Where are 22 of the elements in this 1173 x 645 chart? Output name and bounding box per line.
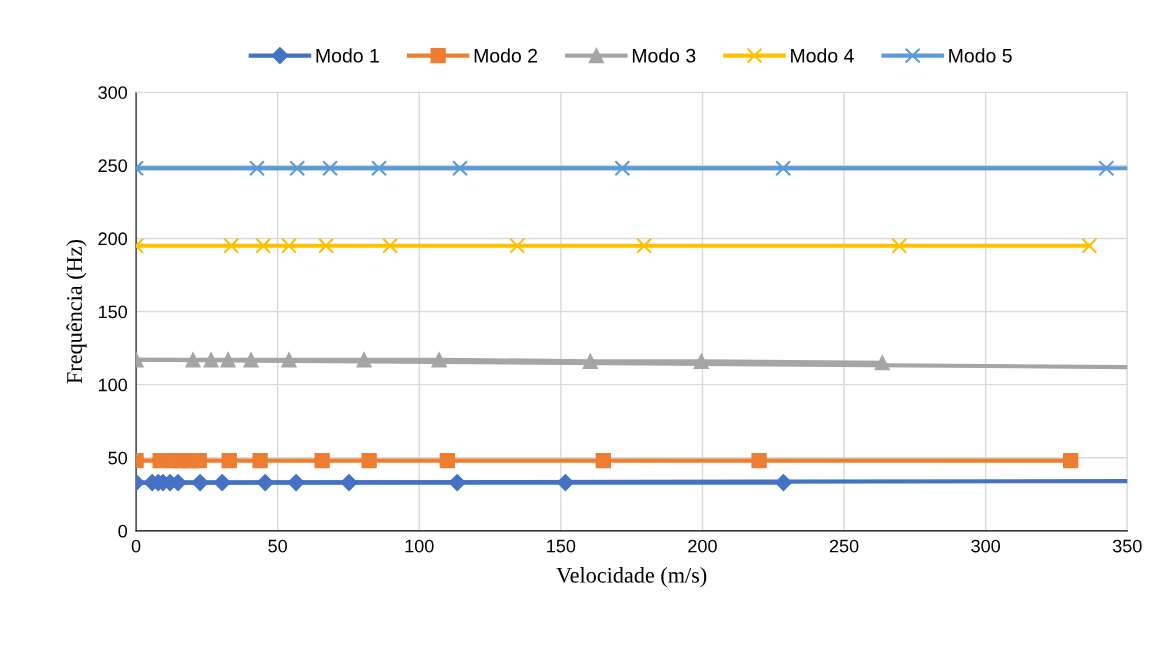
legend-label: Modo 1 bbox=[316, 48, 379, 63]
y-tick-label: 0 bbox=[118, 524, 128, 538]
y-tick-label: 150 bbox=[98, 305, 128, 319]
x-tick-label: 300 bbox=[971, 539, 1001, 553]
y-tick-label: 50 bbox=[108, 451, 128, 465]
x-tick-label: 250 bbox=[829, 539, 859, 553]
legend-label: Modo 2 bbox=[474, 48, 538, 63]
x-axis-title: Velocidade (m/s) bbox=[556, 567, 707, 588]
y-tick-label: 200 bbox=[98, 232, 128, 246]
x-tick-label: 150 bbox=[547, 539, 576, 553]
x-tick-label: 100 bbox=[405, 539, 434, 553]
x-tick-label: 0 bbox=[131, 539, 141, 553]
legend-label: Modo 3 bbox=[632, 48, 696, 63]
y-tick-label: 300 bbox=[98, 86, 128, 99]
legend-label: Modo 5 bbox=[949, 48, 1012, 63]
x-tick-label: 200 bbox=[688, 539, 717, 553]
y-axis-title: Frequência (Hz) bbox=[66, 240, 87, 384]
x-tick-label: 350 bbox=[1112, 539, 1142, 553]
y-tick-label: 250 bbox=[98, 159, 128, 173]
y-tick-label: 100 bbox=[98, 378, 128, 392]
legend-label: Modo 4 bbox=[791, 48, 854, 63]
x-tick-label: 50 bbox=[268, 539, 287, 553]
